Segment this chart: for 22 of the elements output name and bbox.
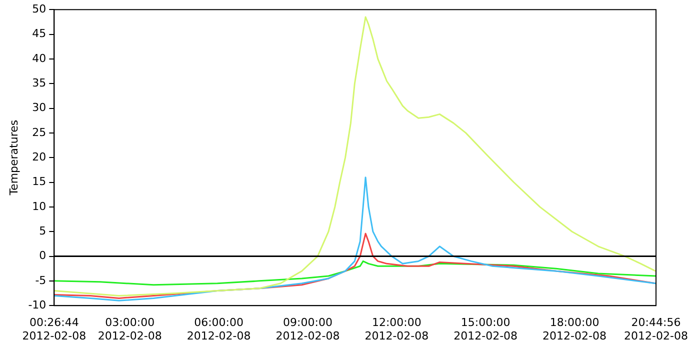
y-tick-label: 20: [32, 150, 46, 164]
y-tick-label: 45: [32, 27, 46, 40]
y-tick-label: 35: [32, 76, 46, 90]
x-tick-label: 03:00:00 2012-02-08: [98, 316, 162, 342]
x-tick-label: 20:44:56 2012-02-08: [624, 316, 688, 342]
y-axis-title: Temperatures: [7, 120, 20, 196]
x-tick-label: 00:26:44 2012-02-08: [22, 316, 86, 342]
x-tick-label: 18:00:00 2012-02-08: [542, 316, 606, 342]
x-tick-label: 15:00:00 2012-02-08: [454, 316, 518, 342]
y-tick-label: 15: [32, 175, 46, 188]
x-tick-label: 06:00:00 2012-02-08: [186, 316, 251, 342]
y-tick-label: 0: [39, 249, 46, 262]
x-tick-label: 09:00:00 2012-02-08: [276, 316, 340, 342]
y-tick-label: -10: [28, 298, 46, 312]
y-tick-label: 50: [32, 2, 46, 16]
y-tick-label: 10: [32, 200, 46, 213]
y-tick-label: 40: [32, 52, 46, 65]
y-tick-label: 30: [32, 101, 46, 114]
y-tick-label: -5: [35, 274, 46, 287]
y-tick-label: 5: [39, 224, 46, 238]
y-tick-label: 25: [32, 126, 46, 139]
x-tick-label: 12:00:00 2012-02-08: [364, 316, 429, 342]
